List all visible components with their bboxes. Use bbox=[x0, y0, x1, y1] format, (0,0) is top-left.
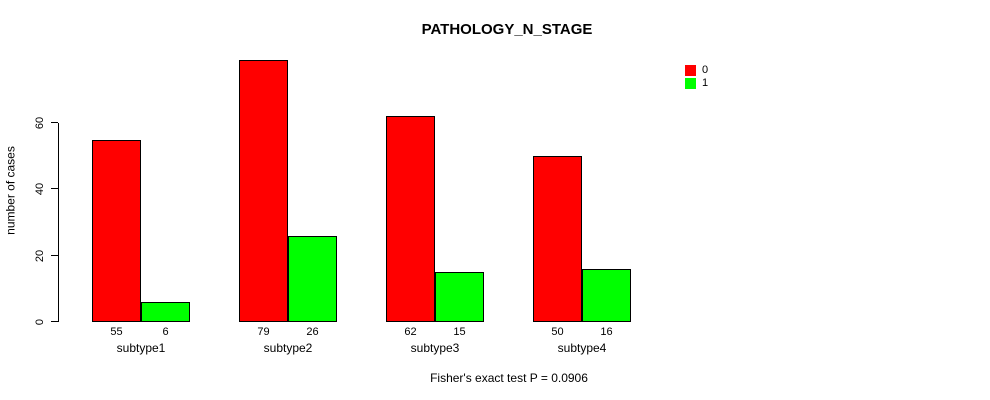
category-label-subtype4: subtype4 bbox=[557, 341, 607, 355]
category-label-subtype3: subtype3 bbox=[410, 341, 460, 355]
bar-value-subtype4-0: 50 bbox=[551, 326, 564, 338]
category-label-subtype1: subtype1 bbox=[116, 341, 166, 355]
bar-value-subtype3-0: 62 bbox=[404, 326, 417, 338]
bar-subtype3-0 bbox=[386, 116, 435, 322]
y-tick-20 bbox=[51, 255, 58, 256]
bar-subtype3-1 bbox=[435, 272, 484, 322]
legend: 0 1 bbox=[685, 65, 708, 89]
bar-value-subtype1-1: 6 bbox=[162, 326, 169, 338]
y-tick-label-60: 60 bbox=[34, 116, 46, 130]
legend-item-1: 1 bbox=[685, 78, 708, 89]
bar-subtype1-1 bbox=[141, 302, 190, 322]
bar-value-subtype2-1: 26 bbox=[306, 326, 319, 338]
y-tick-40 bbox=[51, 188, 58, 189]
y-tick-label-20: 20 bbox=[34, 249, 46, 263]
legend-swatch-red bbox=[685, 65, 696, 76]
y-tick-label-0: 0 bbox=[34, 318, 46, 326]
bar-subtype2-0 bbox=[239, 60, 288, 322]
bar-subtype2-1 bbox=[288, 236, 337, 322]
bar-value-subtype3-1: 15 bbox=[453, 326, 466, 338]
y-tick-0 bbox=[51, 321, 58, 322]
bar-value-subtype4-1: 16 bbox=[600, 326, 613, 338]
bar-subtype4-0 bbox=[533, 156, 582, 322]
bar-subtype4-1 bbox=[582, 269, 631, 322]
legend-item-0: 0 bbox=[685, 65, 708, 76]
bar-value-subtype1-0: 55 bbox=[110, 326, 123, 338]
bar-value-subtype2-0: 79 bbox=[257, 326, 270, 338]
legend-label-0: 0 bbox=[702, 64, 709, 76]
footnote-fisher-test: Fisher's exact test P = 0.0906 bbox=[430, 371, 588, 385]
chart-title: PATHOLOGY_N_STAGE bbox=[421, 21, 593, 38]
bar-subtype1-0 bbox=[92, 140, 141, 322]
y-axis-line bbox=[58, 123, 59, 322]
y-tick-60 bbox=[51, 122, 58, 123]
y-axis-label: number of cases bbox=[3, 146, 18, 235]
category-label-subtype2: subtype2 bbox=[263, 341, 313, 355]
y-tick-label-40: 40 bbox=[34, 182, 46, 196]
legend-label-1: 1 bbox=[702, 77, 709, 89]
legend-swatch-green bbox=[685, 78, 696, 89]
